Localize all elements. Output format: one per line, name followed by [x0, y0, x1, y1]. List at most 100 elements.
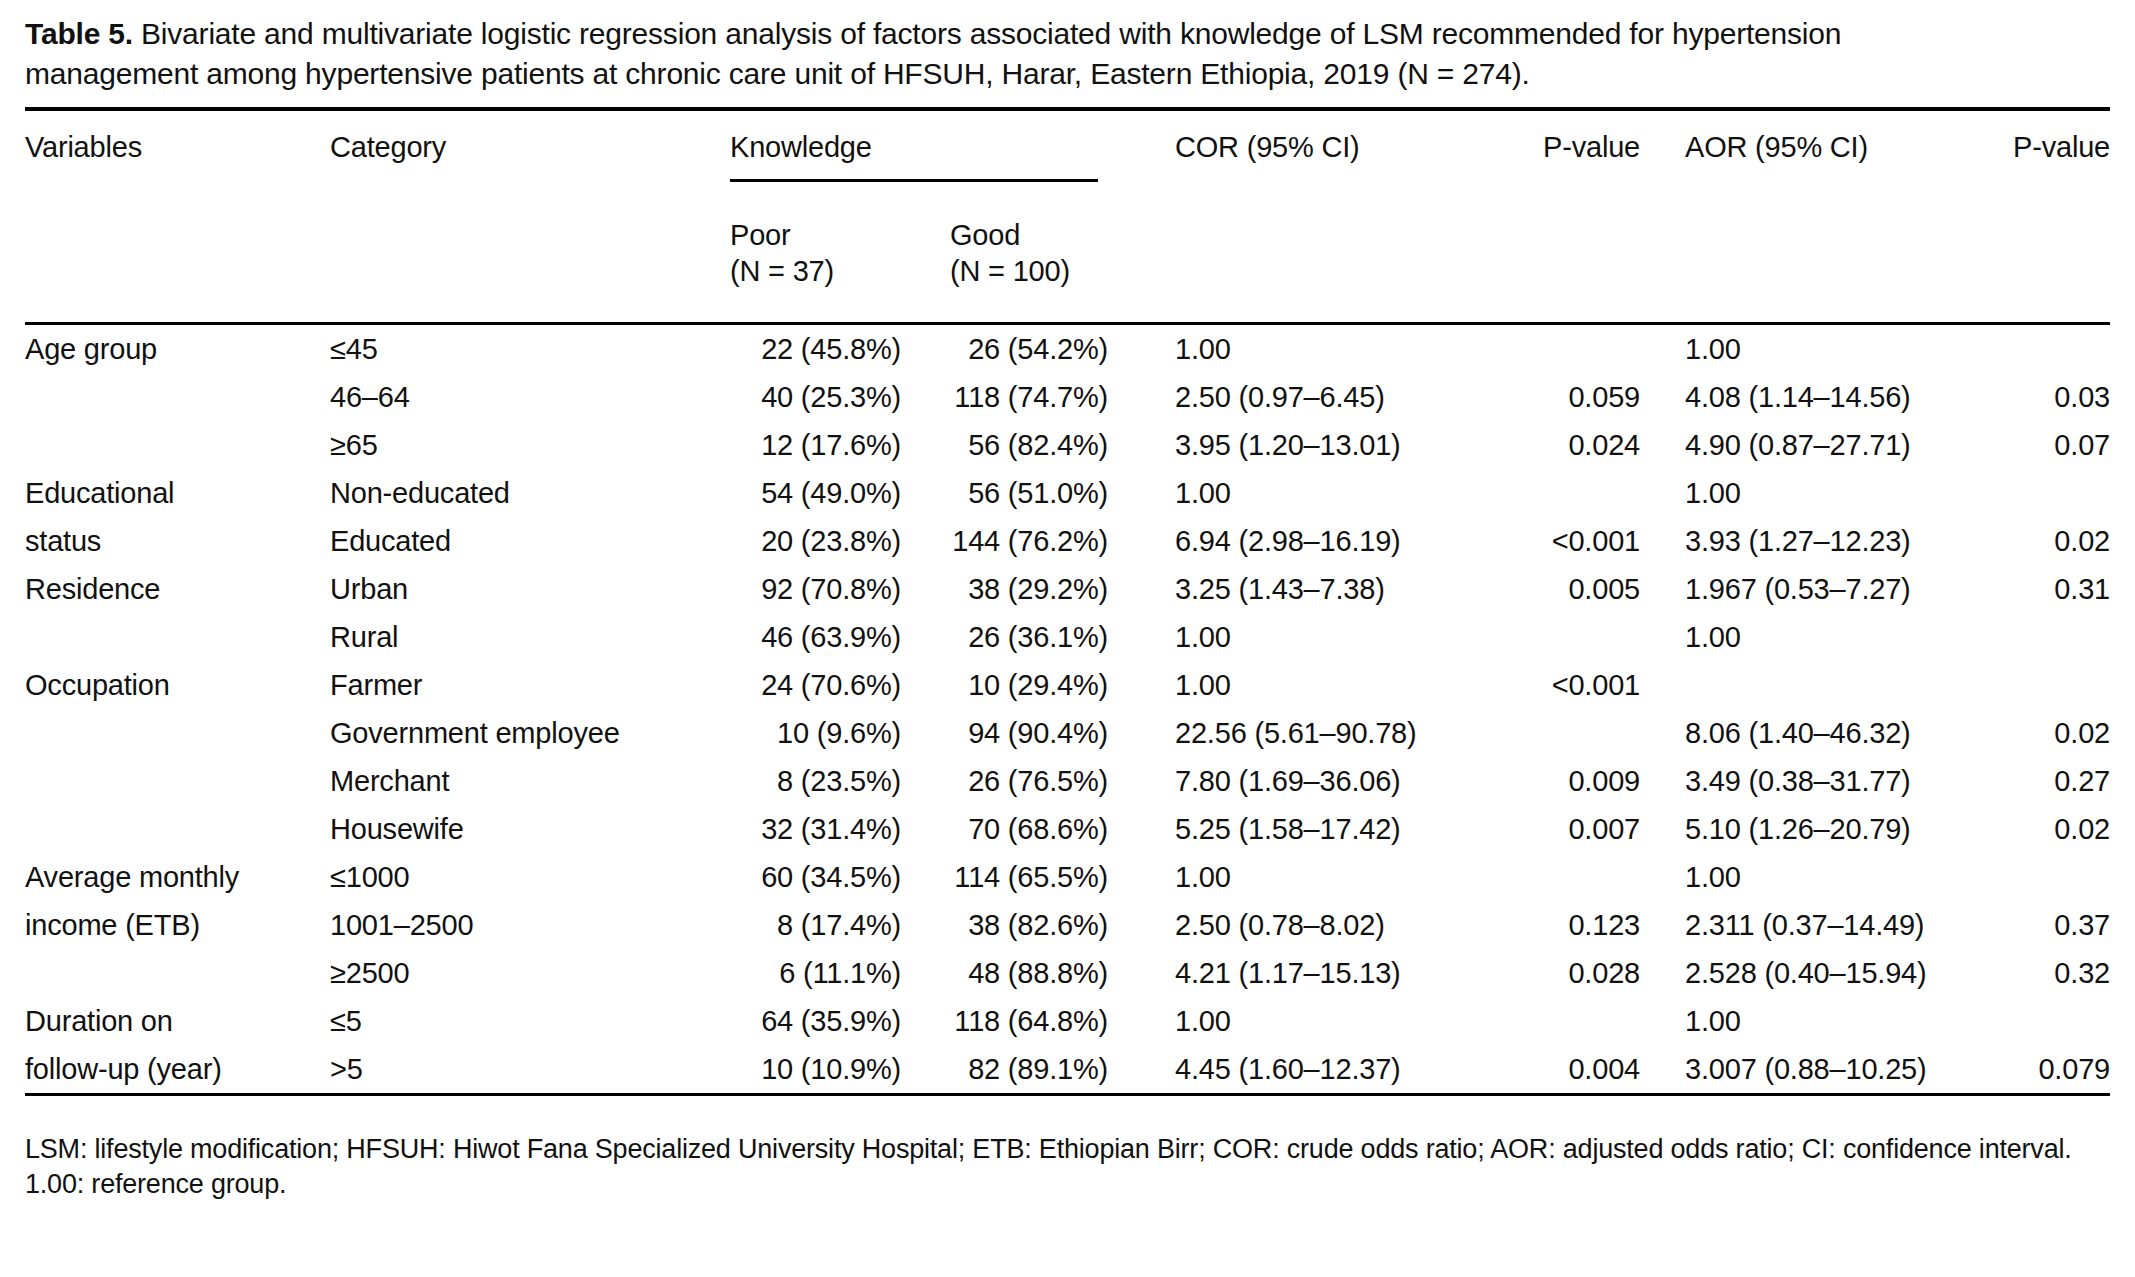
cell-p-value-cor: 0.009 [1490, 757, 1640, 805]
cell-p-value-cor [1490, 324, 1640, 374]
cell-cor: 1.00 [1130, 613, 1490, 661]
cell-variable: Educational [25, 469, 330, 517]
regression-table: Variables Category Knowledge COR (95% CI… [25, 107, 2110, 1096]
cell-category: Non-educated [330, 469, 730, 517]
cell-knowledge-poor: 60 (34.5%) [730, 853, 915, 901]
table-body: Age group ≤45 22 (45.8%) 26 (54.2%) 1.00… [25, 324, 2110, 1095]
cell-category: ≤45 [330, 324, 730, 374]
table-row: ≥2500 6 (11.1%) 48 (88.8%) 4.21 (1.17–15… [25, 949, 2110, 997]
cell-category: 1001–2500 [330, 901, 730, 949]
cell-p-value-cor [1490, 613, 1640, 661]
knowledge-spanner-rule [730, 179, 1098, 182]
table-row: Educational Non-educated 54 (49.0%) 56 (… [25, 469, 2110, 517]
cell-category: ≤1000 [330, 853, 730, 901]
cell-p-value-aor: 0.37 [1990, 901, 2110, 949]
cell-p-value-aor: 0.07 [1990, 421, 2110, 469]
knowledge-group: Knowledge [730, 129, 1098, 182]
cell-category: Government employee [330, 709, 730, 757]
cell-p-value-cor: <0.001 [1490, 661, 1640, 709]
cell-knowledge-poor: 12 (17.6%) [730, 421, 915, 469]
cell-cor: 7.80 (1.69–36.06) [1130, 757, 1490, 805]
header-good: Good (N = 100) [915, 182, 1130, 324]
header-poor: Poor (N = 37) [730, 182, 915, 324]
cell-p-value-aor [1990, 469, 2110, 517]
table-row: 46–64 40 (25.3%) 118 (74.7%) 2.50 (0.97–… [25, 373, 2110, 421]
cell-knowledge-poor: 46 (63.9%) [730, 613, 915, 661]
cell-p-value-cor [1490, 997, 1640, 1045]
cell-knowledge-poor: 92 (70.8%) [730, 565, 915, 613]
cell-category: ≥65 [330, 421, 730, 469]
cell-variable: Age group [25, 324, 330, 374]
cell-knowledge-poor: 40 (25.3%) [730, 373, 915, 421]
cell-cor: 2.50 (0.78–8.02) [1130, 901, 1490, 949]
cell-p-value-aor: 0.31 [1990, 565, 2110, 613]
cell-cor: 6.94 (2.98–16.19) [1130, 517, 1490, 565]
cell-category: Housewife [330, 805, 730, 853]
cell-aor: 3.49 (0.38–31.77) [1640, 757, 1990, 805]
cell-knowledge-poor: 10 (9.6%) [730, 709, 915, 757]
cell-knowledge-good: 114 (65.5%) [915, 853, 1130, 901]
paper-table-page: Table 5. Bivariate and multivariate logi… [0, 0, 2135, 1277]
cell-variable: status [25, 517, 330, 565]
table-header: Variables Category Knowledge COR (95% CI… [25, 109, 2110, 324]
table-row: Government employee 10 (9.6%) 94 (90.4%)… [25, 709, 2110, 757]
cell-knowledge-poor: 24 (70.6%) [730, 661, 915, 709]
cell-cor: 2.50 (0.97–6.45) [1130, 373, 1490, 421]
cell-knowledge-poor: 64 (35.9%) [730, 997, 915, 1045]
table-row: Occupation Farmer 24 (70.6%) 10 (29.4%) … [25, 661, 2110, 709]
cell-cor: 4.21 (1.17–15.13) [1130, 949, 1490, 997]
cell-aor: 2.528 (0.40–15.94) [1640, 949, 1990, 997]
footnote-abbreviations: LSM: lifestyle modification; HFSUH: Hiwo… [25, 1132, 2110, 1167]
cell-category: Merchant [330, 757, 730, 805]
cell-aor: 3.007 (0.88–10.25) [1640, 1045, 1990, 1095]
cell-knowledge-poor: 8 (17.4%) [730, 901, 915, 949]
cell-variable [25, 757, 330, 805]
cell-p-value-aor [1990, 661, 2110, 709]
cell-knowledge-good: 144 (76.2%) [915, 517, 1130, 565]
cell-knowledge-good: 70 (68.6%) [915, 805, 1130, 853]
header-aor: AOR (95% CI) [1640, 109, 1990, 324]
cell-cor: 4.45 (1.60–12.37) [1130, 1045, 1490, 1095]
cell-variable: Residence [25, 565, 330, 613]
cell-p-value-cor: 0.007 [1490, 805, 1640, 853]
cell-cor: 1.00 [1130, 324, 1490, 374]
cell-aor: 4.08 (1.14–14.56) [1640, 373, 1990, 421]
table-row: status Educated 20 (23.8%) 144 (76.2%) 6… [25, 517, 2110, 565]
cell-p-value-aor: 0.02 [1990, 709, 2110, 757]
cell-category: Urban [330, 565, 730, 613]
cell-variable: Duration on [25, 997, 330, 1045]
cell-knowledge-poor: 20 (23.8%) [730, 517, 915, 565]
table-row: ≥65 12 (17.6%) 56 (82.4%) 3.95 (1.20–13.… [25, 421, 2110, 469]
cell-knowledge-good: 118 (64.8%) [915, 997, 1130, 1045]
header-row-main: Variables Category Knowledge COR (95% CI… [25, 109, 2110, 182]
footnote-reference-group: 1.00: reference group. [25, 1167, 2110, 1202]
table-footnotes: LSM: lifestyle modification; HFSUH: Hiwo… [25, 1132, 2110, 1202]
cell-knowledge-good: 56 (82.4%) [915, 421, 1130, 469]
cell-p-value-cor [1490, 853, 1640, 901]
cell-variable [25, 805, 330, 853]
cell-knowledge-good: 38 (29.2%) [915, 565, 1130, 613]
header-knowledge-label: Knowledge [730, 131, 872, 163]
cell-knowledge-good: 56 (51.0%) [915, 469, 1130, 517]
cell-p-value-cor: 0.005 [1490, 565, 1640, 613]
cell-cor: 5.25 (1.58–17.42) [1130, 805, 1490, 853]
cell-aor: 1.967 (0.53–7.27) [1640, 565, 1990, 613]
cell-cor: 22.56 (5.61–90.78) [1130, 709, 1490, 757]
header-knowledge: Knowledge [730, 109, 1130, 182]
table-row: Age group ≤45 22 (45.8%) 26 (54.2%) 1.00… [25, 324, 2110, 374]
cell-p-value-aor: 0.02 [1990, 517, 2110, 565]
cell-knowledge-good: 26 (54.2%) [915, 324, 1130, 374]
cell-knowledge-good: 48 (88.8%) [915, 949, 1130, 997]
cell-aor: 3.93 (1.27–12.23) [1640, 517, 1990, 565]
cell-p-value-cor [1490, 709, 1640, 757]
cell-cor: 1.00 [1130, 997, 1490, 1045]
table-caption-text: Bivariate and multivariate logistic regr… [25, 17, 1841, 90]
cell-aor: 4.90 (0.87–27.71) [1640, 421, 1990, 469]
cell-category: Farmer [330, 661, 730, 709]
cell-p-value-aor [1990, 324, 2110, 374]
cell-p-value-aor: 0.27 [1990, 757, 2110, 805]
cell-p-value-aor: 0.02 [1990, 805, 2110, 853]
header-p-value-aor: P-value [1990, 109, 2110, 324]
table-row: Duration on ≤5 64 (35.9%) 118 (64.8%) 1.… [25, 997, 2110, 1045]
cell-cor: 1.00 [1130, 661, 1490, 709]
